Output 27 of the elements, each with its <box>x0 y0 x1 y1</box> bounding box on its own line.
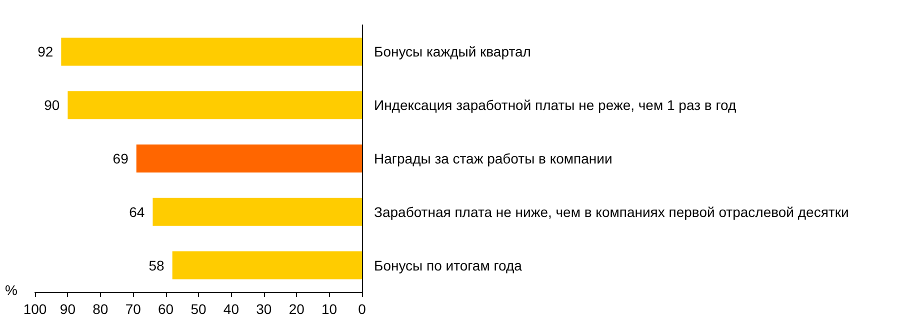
x-axis-title: % <box>5 282 18 298</box>
y-tick-label: Индексация заработной платы не реже, чем 1 раз в год <box>374 97 736 114</box>
data-label: 92 <box>38 44 54 60</box>
x-tick-label: 100 <box>23 301 47 317</box>
x-tick-label: 70 <box>125 301 142 317</box>
x-tick-label: 60 <box>158 301 174 317</box>
x-tick-label: 30 <box>256 301 272 317</box>
x-tick-label: 80 <box>92 301 108 317</box>
y-tick-label: Заработная плата не ниже, чем в компаниях первой отраслевой десятки <box>374 204 849 220</box>
x-tick-label: 20 <box>288 301 305 317</box>
x-tick-label: 50 <box>190 301 206 317</box>
bar <box>152 198 362 226</box>
x-tick-label: 0 <box>358 301 366 317</box>
bar <box>172 251 362 280</box>
bar <box>136 144 362 172</box>
bar <box>61 38 362 66</box>
x-tick-label: 90 <box>60 301 76 317</box>
data-label: 64 <box>129 204 145 220</box>
y-tick-label: Бонусы по итогам года <box>374 257 522 274</box>
data-label: 69 <box>112 150 129 166</box>
bar <box>68 91 362 120</box>
y-tick-label: Бонусы каждый квартал <box>374 44 531 60</box>
x-tick-label: 10 <box>322 301 338 317</box>
y-tick-label: Награды за стаж работы в компании <box>374 150 612 166</box>
x-tick-label: 40 <box>223 301 240 317</box>
data-label: 58 <box>148 257 165 274</box>
data-label: 90 <box>44 97 60 114</box>
